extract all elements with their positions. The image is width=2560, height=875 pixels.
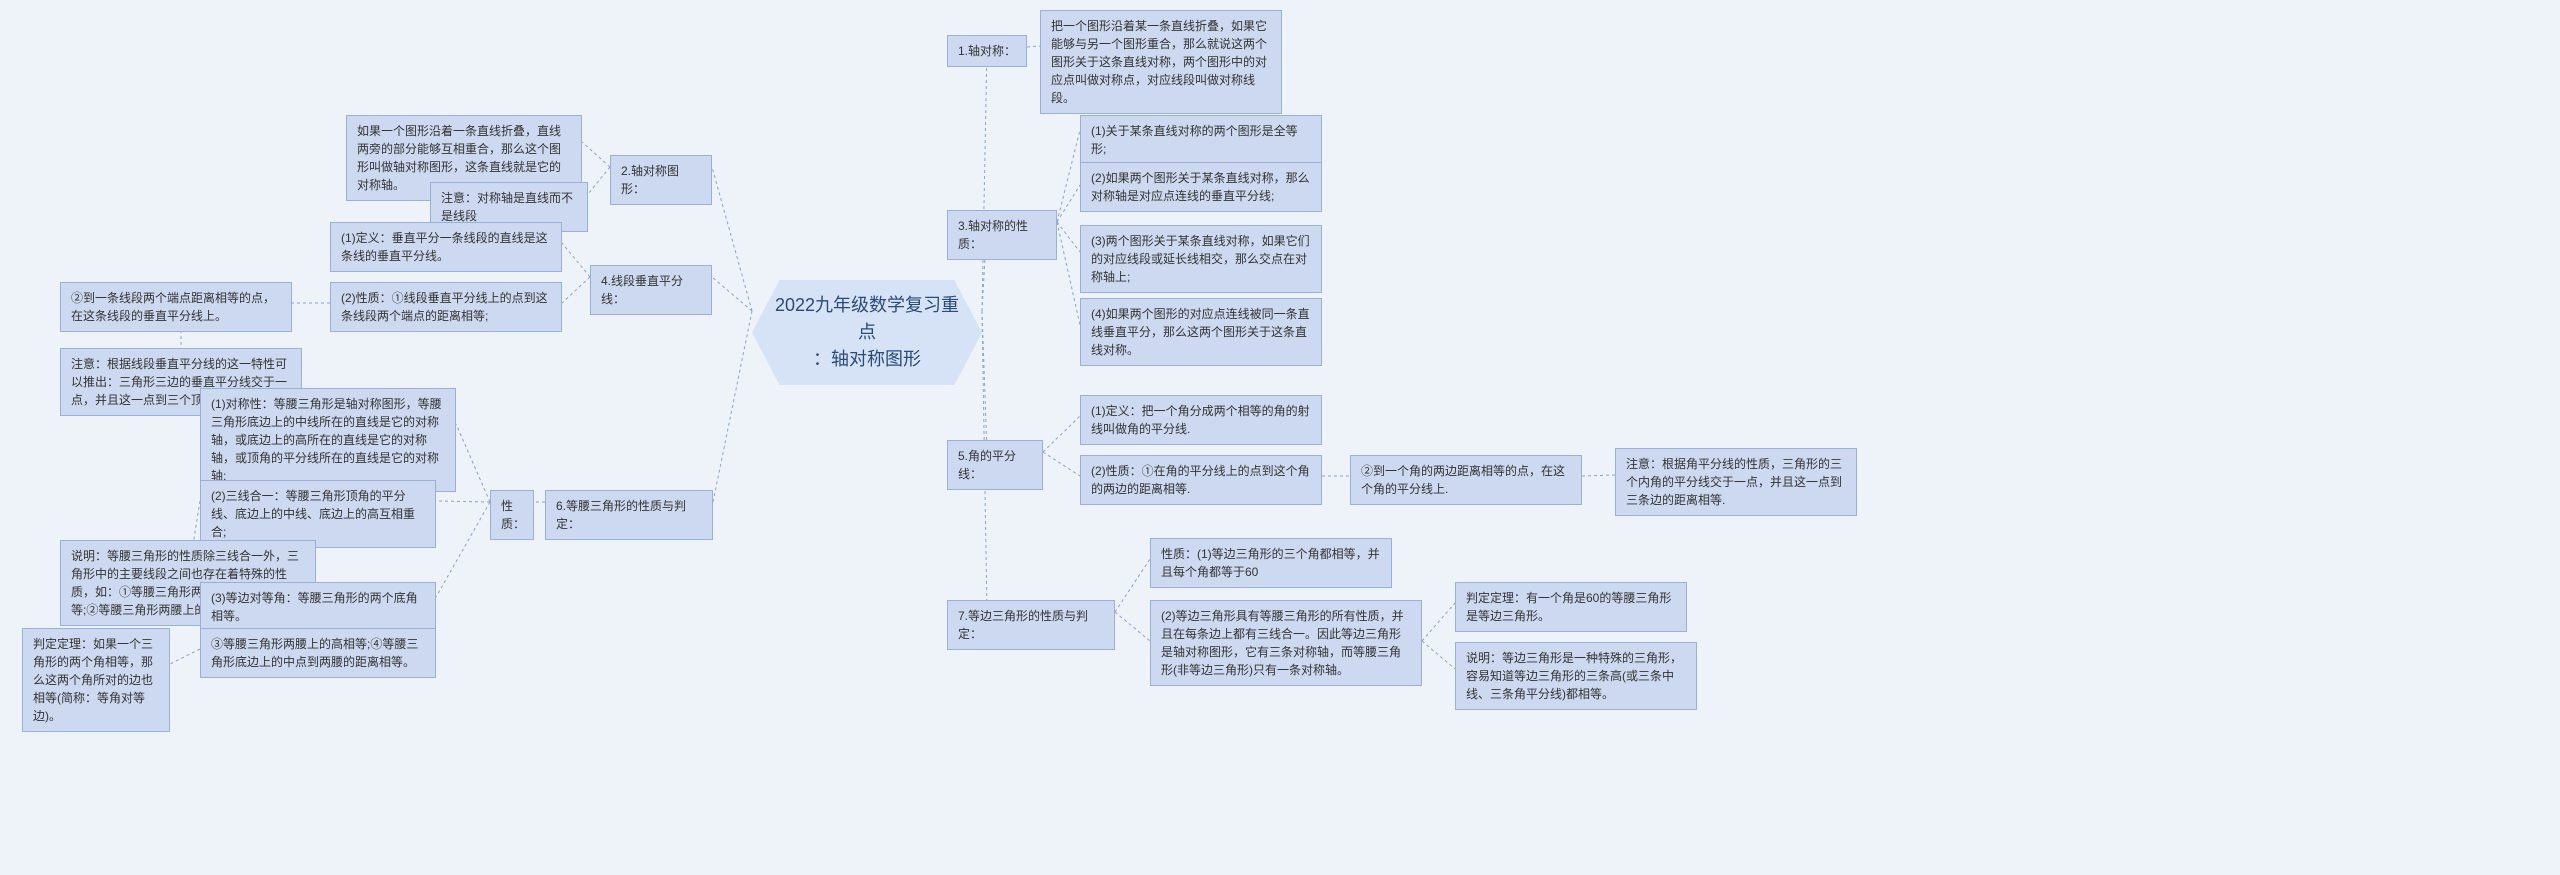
root-node: 2022九年级数学复习重点 ：轴对称图形 [752, 280, 982, 385]
root-line1: 2022九年级数学复习重点 [775, 295, 959, 342]
right-b3-child-2: (3)两个图形关于某条直线对称，如果它们的对应线段或延长线相交，那么交点在对称轴… [1080, 225, 1322, 293]
left-b4-label: 4.线段垂直平分线： [590, 265, 712, 315]
left-b6-child-1: (2)三线合一：等腰三角形顶角的平分线、底边上的中线、底边上的高互相重合; [200, 480, 436, 548]
right-b5-gc-1-0-note: 注意：根据角平分线的性质，三角形的三个内角的平分线交于一点，并且这一点到三条边的… [1615, 448, 1857, 516]
left-b2-label: 2.轴对称图形： [610, 155, 712, 205]
right-b3-child-3: (4)如果两个图形的对应点连线被同一条直线垂直平分，那么这两个图形关于这条直线对… [1080, 298, 1322, 366]
right-b3-label: 3.轴对称的性质： [947, 210, 1057, 260]
right-b5-child-1: (2)性质：①在角的平分线上的点到这个角的两边的距离相等. [1080, 455, 1322, 505]
left-b4-child-0: (1)定义：垂直平分一条线段的直线是这条线的垂直平分线。 [330, 222, 562, 272]
left-b6-label: 6.等腰三角形的性质与判定： [545, 490, 713, 540]
left-b6-gc-2-0-note: 判定定理：如果一个三角形的两个角相等，那么这两个角所对的边也相等(简称：等角对等… [22, 628, 170, 732]
left-b6-child-2: (3)等边对等角：等腰三角形的两个底角相等。 [200, 582, 436, 632]
right-b3-child-0: (1)关于某条直线对称的两个图形是全等形; [1080, 115, 1322, 165]
root-line2: ：轴对称图形 [813, 349, 921, 369]
right-b5-gc-1-0: ②到一个角的两边距离相等的点，在这个角的平分线上. [1350, 455, 1582, 505]
right-b7-gc-1-0: 判定定理：有一个角是60的等腰三角形是等边三角形。 [1455, 582, 1687, 632]
left-b4-gc-1-0: ②到一条线段两个端点距离相等的点，在这条线段的垂直平分线上。 [60, 282, 292, 332]
left-b6-sub: 性质： [490, 490, 534, 540]
right-b7-gc-1-1: 说明：等边三角形是一种特殊的三角形，容易知道等边三角形的三条高(或三条中线、三条… [1455, 642, 1697, 710]
left-b4-child-1: (2)性质：①线段垂直平分线上的点到这条线段两个端点的距离相等; [330, 282, 562, 332]
right-b7-child-0: 性质：(1)等边三角形的三个角都相等，并且每个角都等于60 [1150, 538, 1392, 588]
right-b5-child-0: (1)定义：把一个角分成两个相等的角的射线叫做角的平分线. [1080, 395, 1322, 445]
left-b6-child-0: (1)对称性：等腰三角形是轴对称图形，等腰三角形底边上的中线所在的直线是它的对称… [200, 388, 456, 492]
right-b1-label: 1.轴对称： [947, 35, 1027, 67]
right-b5-label: 5.角的平分线： [947, 440, 1043, 490]
right-b7-label: 7.等边三角形的性质与判定： [947, 600, 1115, 650]
left-b6-gc-2-0: ③等腰三角形两腰上的高相等;④等腰三角形底边上的中点到两腰的距离相等。 [200, 628, 436, 678]
right-b1-child-0: 把一个图形沿着某一条直线折叠，如果它能够与另一个图形重合，那么就说这两个图形关于… [1040, 10, 1282, 114]
right-b3-child-1: (2)如果两个图形关于某条直线对称，那么对称轴是对应点连线的垂直平分线; [1080, 162, 1322, 212]
right-b7-child-1: (2)等边三角形具有等腰三角形的所有性质，并且在每条边上都有三线合一。因此等边三… [1150, 600, 1422, 686]
